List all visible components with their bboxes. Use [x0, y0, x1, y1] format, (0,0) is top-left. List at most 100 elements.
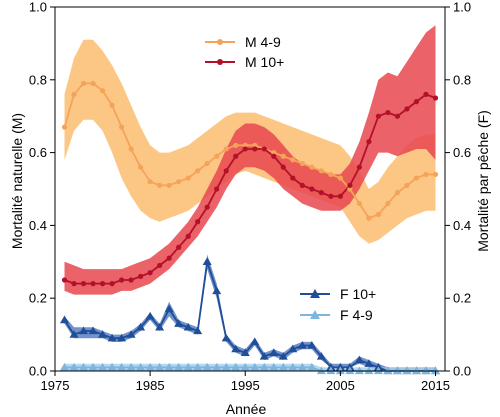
x-tick-label: 1995 — [231, 378, 260, 393]
x-tick-label: 2005 — [326, 378, 355, 393]
legend-entry-f-4-9: F 4-9 — [300, 307, 373, 323]
point-f-4-9 — [373, 366, 383, 375]
legend-label-f-4-9: F 4-9 — [340, 307, 373, 323]
point-m-4-9 — [318, 168, 324, 174]
point-m-4-9 — [185, 175, 191, 181]
series-lines — [63, 82, 436, 372]
point-m-10plus — [252, 146, 258, 152]
point-f-4-9 — [136, 362, 146, 371]
point-m-4-9 — [299, 160, 305, 167]
point-f-4-9 — [288, 362, 298, 371]
point-m-4-9 — [252, 142, 258, 148]
point-f-10plus — [250, 337, 260, 346]
legend-label-f-10plus: F 10+ — [340, 286, 376, 302]
point-m-10plus — [223, 168, 229, 174]
point-m-4-9 — [90, 80, 96, 87]
point-f-4-9 — [345, 366, 355, 375]
point-f-4-9 — [326, 366, 336, 375]
point-f-4-9 — [183, 362, 193, 371]
point-f-4-9 — [240, 362, 250, 371]
point-f-10plus — [136, 322, 146, 331]
left-y-tick-label: 1.0 — [29, 0, 47, 15]
point-m-4-9 — [309, 164, 315, 170]
point-f-4-9 — [411, 366, 421, 375]
left-y-tick-label: 0.4 — [29, 218, 47, 233]
legend-label-m-4-9: M 4-9 — [245, 34, 281, 50]
confidence-bands — [64, 25, 436, 371]
point-m-10plus — [356, 164, 362, 170]
point-m-4-9 — [61, 124, 68, 130]
right-y-tick-label: 0.6 — [453, 145, 471, 160]
point-m-4-9 — [128, 146, 134, 152]
point-f-4-9 — [69, 362, 79, 371]
point-m-4-9 — [233, 142, 239, 148]
point-f-4-9 — [193, 362, 203, 371]
point-m-10plus — [404, 106, 410, 112]
point-m-4-9 — [394, 190, 401, 196]
point-f-10plus — [174, 319, 184, 327]
point-m-10plus — [138, 273, 144, 279]
point-f-4-9 — [221, 362, 231, 371]
point-m-10plus — [385, 109, 391, 116]
x-tick-label: 1985 — [136, 378, 165, 393]
point-m-4-9 — [328, 171, 334, 178]
point-m-10plus — [195, 219, 201, 225]
point-f-10plus — [126, 330, 136, 338]
left-y-tick-label: 0.6 — [29, 145, 47, 160]
point-f-10plus — [107, 333, 117, 342]
point-m-10plus — [118, 277, 125, 283]
point-f-4-9 — [250, 362, 260, 371]
point-m-4-9 — [337, 175, 343, 181]
point-f-10plus — [79, 326, 89, 335]
point-m-4-9 — [166, 182, 172, 188]
line-m-4-9 — [63, 82, 436, 220]
x-axis-label: Année — [226, 401, 267, 417]
point-m-4-9 — [109, 102, 115, 108]
point-m-10plus — [328, 193, 334, 199]
point-f-10plus — [193, 326, 203, 335]
point-f-10plus — [155, 322, 165, 331]
legend-marker-f-10plus — [310, 289, 320, 298]
point-m-10plus — [80, 281, 87, 287]
point-m-10plus — [61, 277, 68, 283]
point-f-10plus — [221, 333, 231, 342]
point-m-10plus — [233, 153, 239, 159]
point-m-10plus — [185, 233, 191, 239]
point-m-10plus — [261, 146, 267, 152]
point-f-4-9 — [383, 366, 393, 375]
point-f-4-9 — [364, 366, 374, 375]
point-f-4-9 — [297, 362, 307, 371]
legend-marker-m-4-9 — [217, 39, 223, 45]
left-y-tick-label: 0.0 — [29, 364, 47, 379]
point-m-4-9 — [356, 200, 362, 207]
left-y-tick-label: 0.2 — [29, 291, 47, 306]
point-m-4-9 — [366, 215, 372, 221]
point-m-10plus — [280, 164, 286, 170]
legend-lower: F 10+ F 4-9 — [300, 286, 376, 323]
point-m-10plus — [299, 182, 305, 188]
legend-entry-m-4-9: M 4-9 — [205, 34, 281, 50]
point-f-10plus — [202, 257, 212, 265]
point-m-10plus — [90, 281, 96, 287]
right-y-tick-label: 0.0 — [453, 364, 471, 379]
point-m-4-9 — [157, 182, 163, 188]
point-m-10plus — [204, 204, 210, 210]
point-m-10plus — [128, 277, 134, 283]
point-f-10plus — [164, 304, 174, 313]
point-f-4-9 — [107, 362, 117, 371]
point-m-4-9 — [138, 164, 144, 170]
point-m-10plus — [176, 244, 182, 250]
line-f-10plus — [63, 261, 436, 372]
point-f-4-9 — [278, 362, 288, 371]
point-f-4-9 — [354, 366, 364, 375]
plot-frame — [54, 6, 446, 372]
point-f-10plus — [98, 330, 108, 338]
point-m-10plus — [375, 113, 382, 119]
point-m-10plus — [432, 95, 439, 101]
right-y-tick-label: 0.8 — [453, 72, 471, 87]
point-f-10plus — [316, 351, 326, 360]
point-f-10plus — [231, 344, 241, 353]
point-f-4-9 — [335, 366, 345, 375]
point-m-4-9 — [413, 175, 420, 181]
point-m-10plus — [71, 281, 77, 287]
